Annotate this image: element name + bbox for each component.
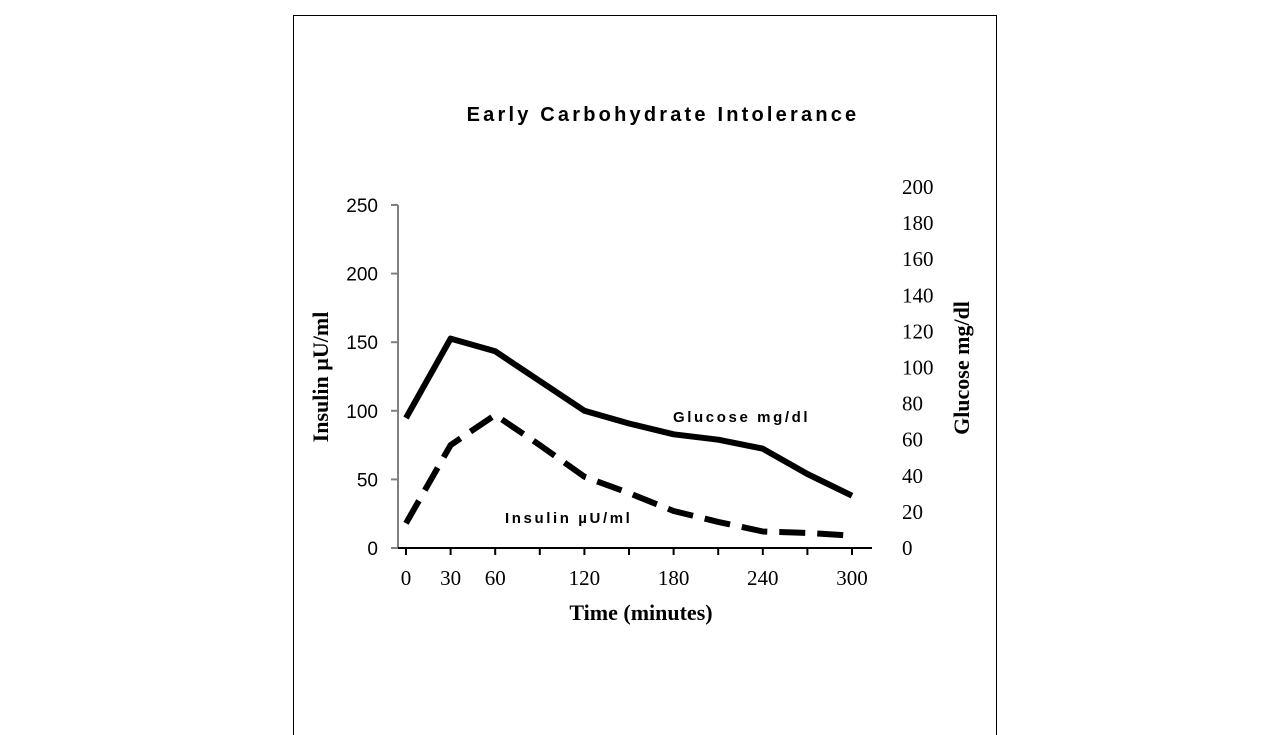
- x-tick-label: 300: [836, 566, 868, 590]
- right-y-tick-label: 20: [902, 500, 923, 524]
- x-tick-label: 0: [401, 566, 412, 590]
- x-tick-label: 180: [658, 566, 690, 590]
- x-tick-label: 60: [485, 566, 506, 590]
- x-tick-label: 120: [569, 566, 601, 590]
- axes: [397, 205, 872, 549]
- x-tick-label: 30: [440, 566, 461, 590]
- right-y-axis-title: Glucose mg/dl: [949, 301, 974, 435]
- chart-title: Early Carbohydrate Intolerance: [467, 104, 860, 126]
- left-y-tick-label: 200: [346, 265, 378, 286]
- left-y-tick-label: 50: [357, 470, 378, 491]
- insulin-series-label: Insulin µU/ml: [505, 510, 632, 527]
- right-y-tick-label: 100: [902, 356, 934, 380]
- series-layer: [403, 335, 854, 539]
- left-y-tick-label: 0: [367, 539, 378, 560]
- left-y-axis-title: Insulin µU/ml: [308, 312, 333, 443]
- chart: Early Carbohydrate Intolerance 0 50 100 150…: [308, 104, 974, 625]
- right-y-tick-label: 160: [902, 247, 934, 271]
- left-y-tick-label: 100: [346, 402, 378, 423]
- x-tick-label: 240: [747, 566, 779, 590]
- left-y-tick-label: 250: [346, 196, 378, 217]
- right-y-tick-label: 0: [902, 536, 913, 560]
- glucose-series-line: [403, 335, 854, 499]
- right-y-tick-label: 60: [902, 428, 923, 452]
- right-y-tick-label: 140: [902, 283, 934, 307]
- glucose-series-label: Glucose mg/dl: [673, 409, 810, 426]
- left-y-axis-ticks: 0 50 100 150 200 250: [346, 196, 398, 560]
- x-axis-title: Time (minutes): [569, 600, 712, 625]
- insulin-series-line: [403, 411, 853, 539]
- right-y-tick-label: 200: [902, 175, 934, 199]
- right-y-tick-label: 180: [902, 211, 934, 235]
- right-y-tick-label: 80: [902, 392, 923, 416]
- left-y-tick-label: 150: [346, 333, 378, 354]
- slide-frame: [293, 15, 997, 735]
- right-y-axis-ticks: 0 20 40 60 80 100 120 140 160 180 200: [902, 175, 934, 560]
- right-y-tick-label: 120: [902, 319, 934, 343]
- x-axis-ticks: 0 30 60 120 180 240 300: [401, 548, 868, 590]
- right-y-tick-label: 40: [902, 464, 923, 488]
